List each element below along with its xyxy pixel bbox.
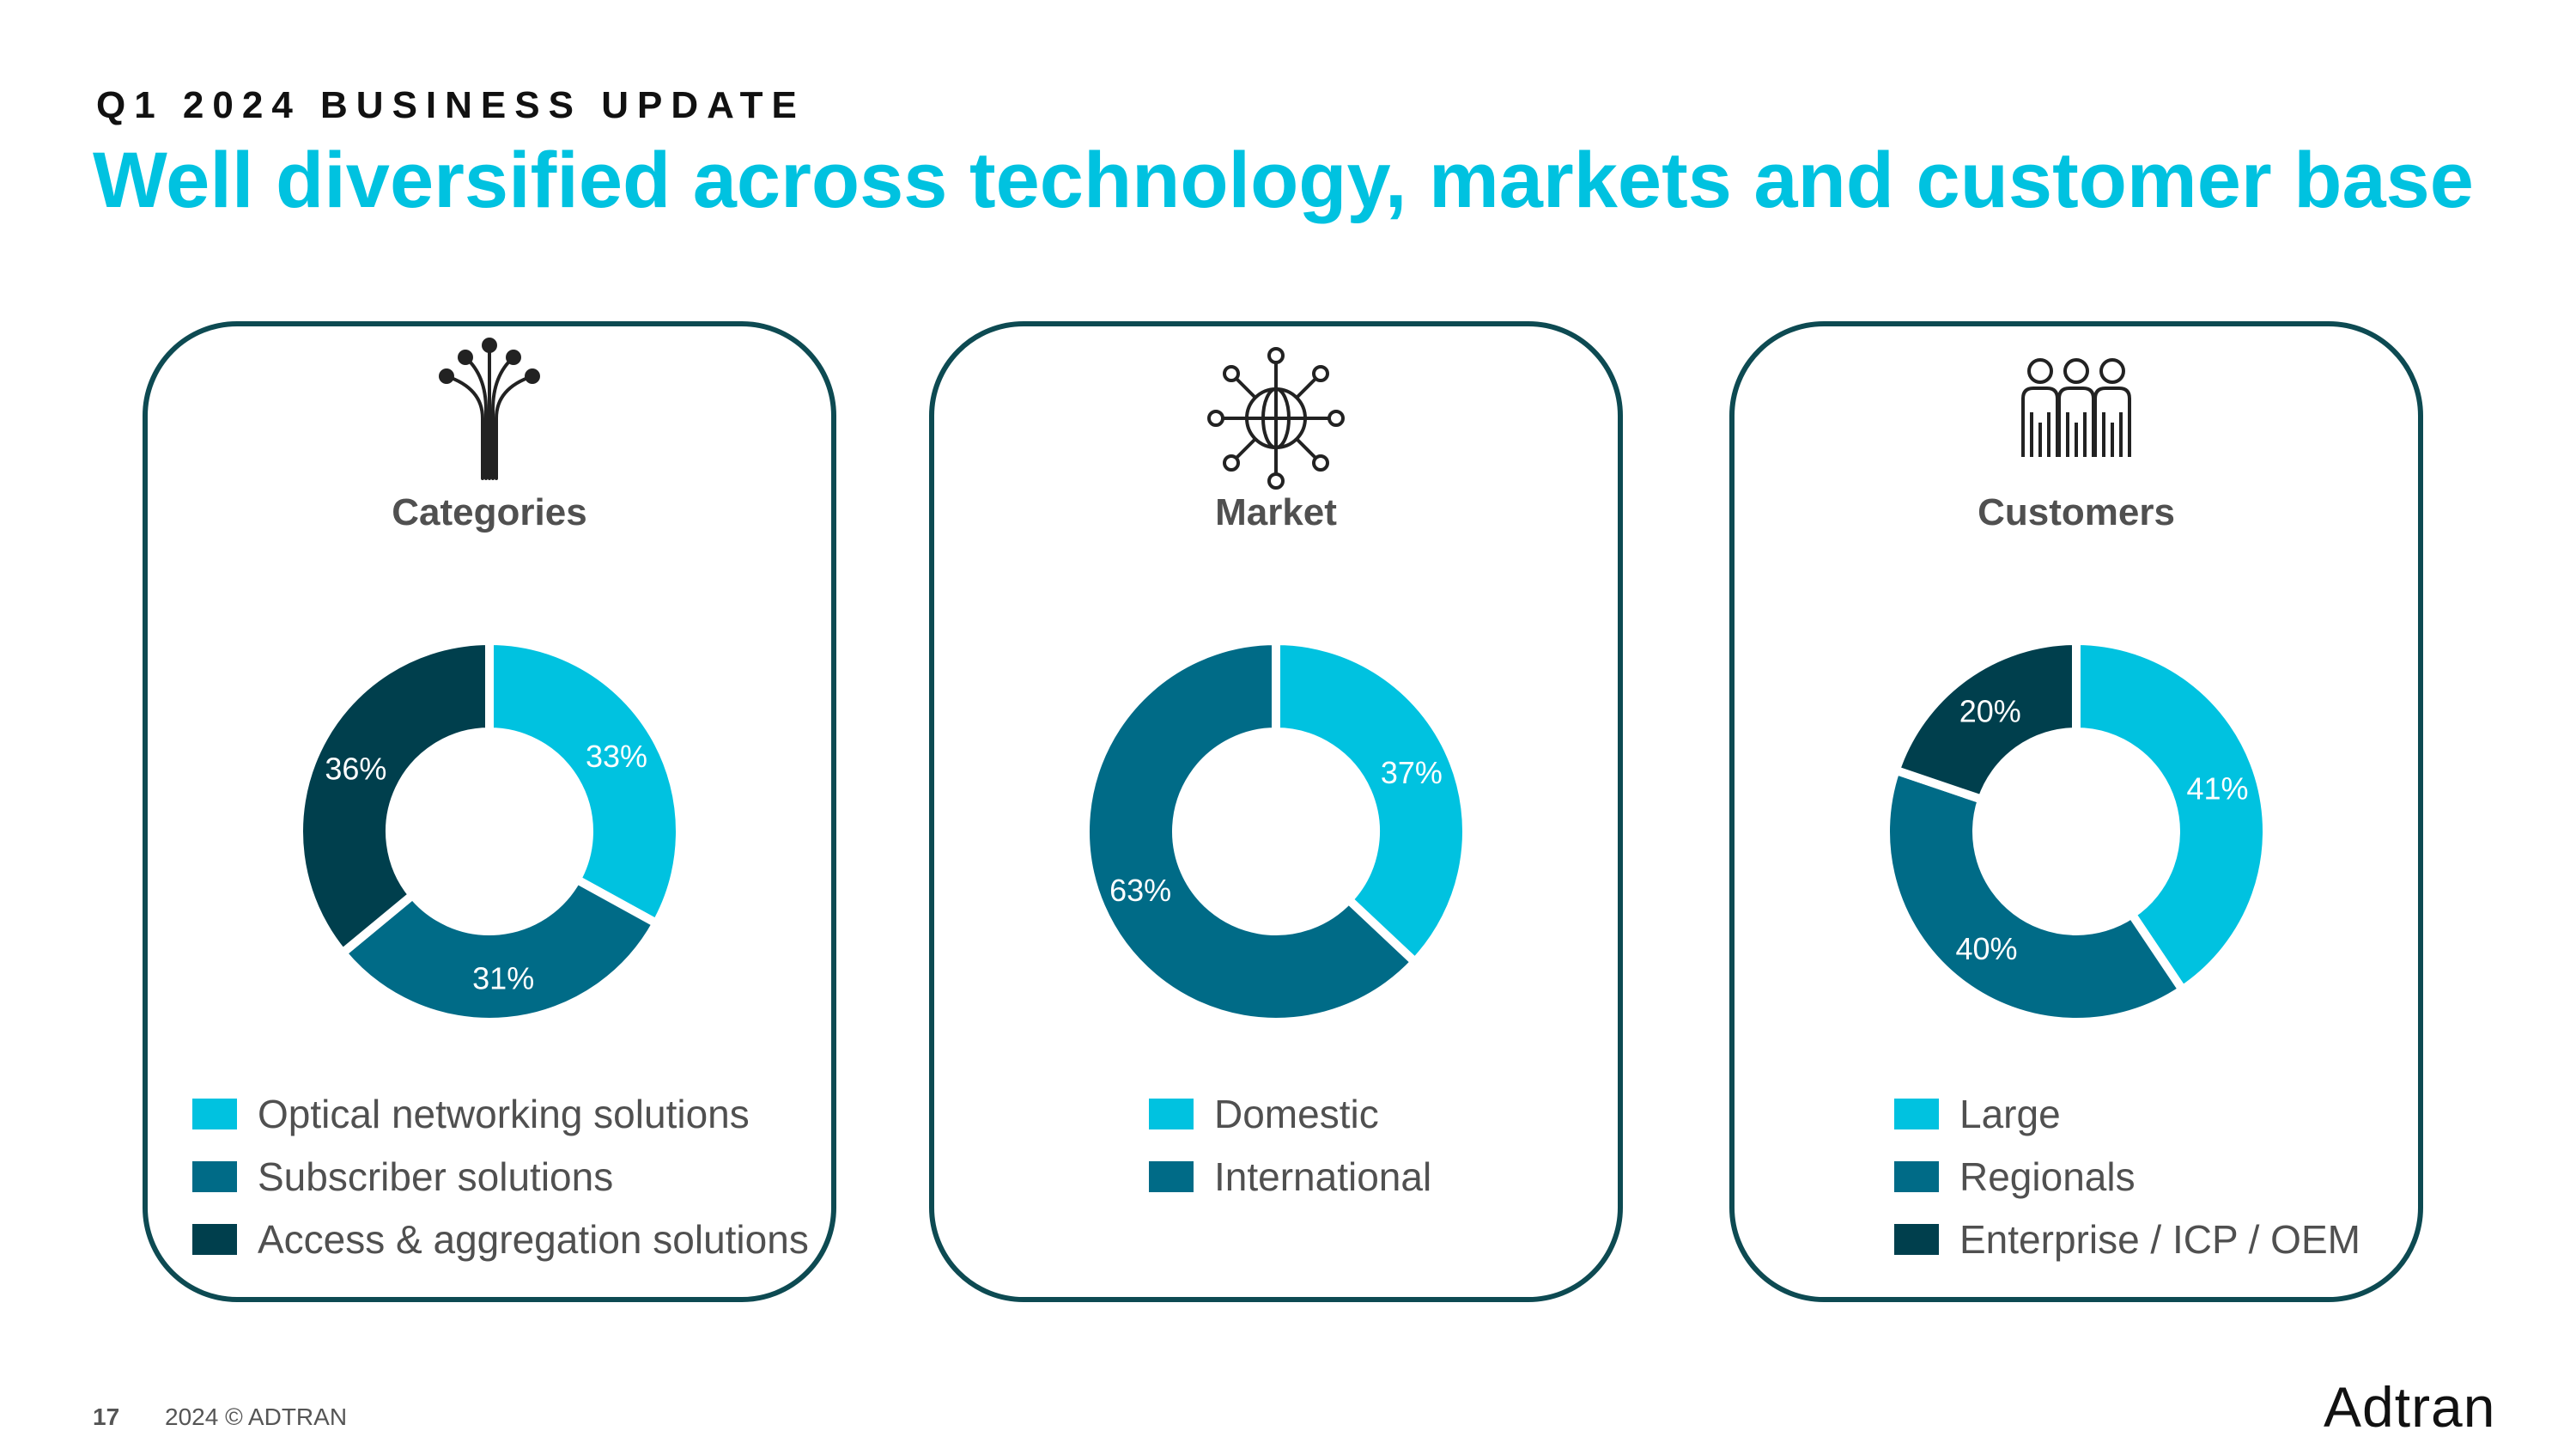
legend-item-large: Large <box>1894 1082 2360 1145</box>
legend-label: Domestic <box>1214 1091 1379 1136</box>
slice-label: 37% <box>1381 755 1443 790</box>
categories-panel: Categories 33% 31% 36% Optical networking … <box>143 321 836 1302</box>
legend-item-subscriber: Subscriber solutions <box>192 1145 809 1208</box>
legend-swatch <box>1149 1098 1194 1129</box>
adtran-logo: Adtran <box>2324 1375 2496 1439</box>
legend-swatch <box>1894 1223 1939 1255</box>
legend-swatch <box>1894 1160 1939 1192</box>
legend-swatch <box>192 1098 237 1129</box>
legend-swatch <box>192 1223 237 1255</box>
categories-legend: Optical networking solutions Subscriber … <box>192 1082 809 1270</box>
legend-label: Enterprise / ICP / OEM <box>1959 1216 2360 1262</box>
market-panel: Market 37% 63% Domestic International <box>929 321 1623 1302</box>
slice-label: 33% <box>586 739 647 774</box>
market-title: Market <box>1215 491 1337 533</box>
donut-slice <box>1272 636 1471 969</box>
slice-label: 36% <box>325 751 386 786</box>
categories-title: Categories <box>392 491 587 533</box>
categories-donut: 33% 31% 36% <box>295 636 684 1026</box>
eyebrow-title: Q1 2024 BUSINESS UPDATE <box>96 84 805 126</box>
legend-label: Access & aggregation solutions <box>258 1216 809 1262</box>
slice-label: 20% <box>1959 694 2021 729</box>
globe-network-icon <box>1207 347 1345 490</box>
page-title: Well diversified across technology, mark… <box>93 137 2474 224</box>
market-legend: Domestic International <box>1149 1082 1431 1208</box>
legend-label: Optical networking solutions <box>258 1091 750 1136</box>
page-number: 17 <box>93 1403 120 1430</box>
donut-slice <box>1081 636 1421 1026</box>
donut-slice <box>485 636 684 929</box>
market-donut: 37% 63% <box>1081 636 1471 1026</box>
legend-swatch <box>1149 1160 1194 1192</box>
customers-donut: 41% 40% 20% <box>1881 636 2271 1026</box>
legend-item-international: International <box>1149 1145 1431 1208</box>
slice-label: 41% <box>2187 770 2249 806</box>
people-group-icon <box>2021 358 2131 457</box>
legend-label: International <box>1214 1154 1432 1199</box>
donut-slice <box>1890 636 2081 806</box>
legend-item-regionals: Regionals <box>1894 1145 2360 1208</box>
legend-label: Large <box>1959 1091 2061 1136</box>
copyright: 2024 © ADTRAN <box>165 1403 348 1430</box>
legend-label: Subscriber solutions <box>258 1154 614 1199</box>
donut-slice <box>336 874 663 1026</box>
legend-swatch <box>192 1160 237 1192</box>
slice-label: 40% <box>1955 931 2017 966</box>
legend-swatch <box>1894 1098 1939 1129</box>
legend-label: Regionals <box>1959 1154 2136 1199</box>
legend-item-optical: Optical networking solutions <box>192 1082 809 1145</box>
legend-item-enterprise: Enterprise / ICP / OEM <box>1894 1208 2360 1270</box>
customers-panel: Customers 41% 40% 20% Large Regionals Ente… <box>1729 321 2423 1302</box>
customers-legend: Large Regionals Enterprise / ICP / OEM <box>1894 1082 2360 1270</box>
legend-item-domestic: Domestic <box>1149 1082 1431 1145</box>
legend-item-access: Access & aggregation solutions <box>192 1208 809 1270</box>
slice-label: 63% <box>1109 873 1171 908</box>
fiber-optic-icon <box>439 338 540 480</box>
donut-slice <box>295 636 494 959</box>
donut-slice <box>2072 636 2271 996</box>
donut-slice <box>1881 764 2189 1026</box>
customers-title: Customers <box>1978 491 2175 533</box>
slice-label: 31% <box>472 961 534 996</box>
